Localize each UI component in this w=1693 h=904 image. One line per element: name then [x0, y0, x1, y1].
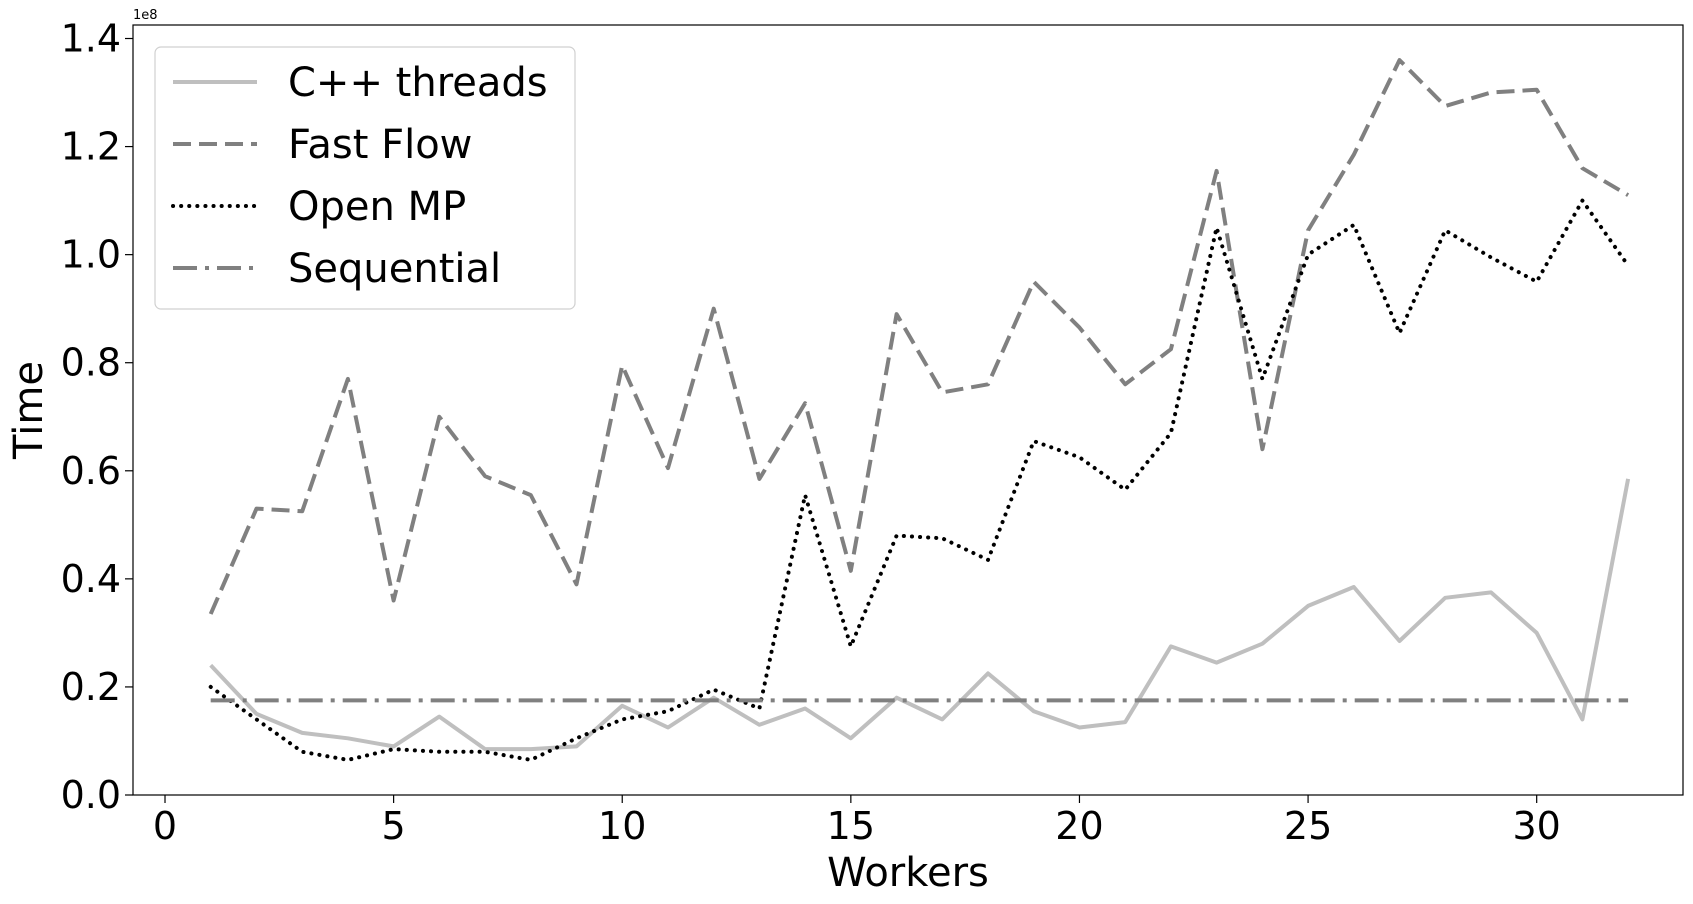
- y-tick-label: 0.6: [61, 449, 121, 493]
- x-tick-label: 5: [382, 804, 406, 848]
- y-tick-label: 1.4: [61, 17, 121, 61]
- x-tick-label: 20: [1055, 804, 1103, 848]
- x-axis: 0 5 10 15 20 25 30: [153, 795, 1561, 848]
- x-tick-label: 0: [153, 804, 177, 848]
- x-tick-label: 10: [598, 804, 646, 848]
- y-tick-label: 0.4: [61, 557, 121, 601]
- x-tick-label: 30: [1513, 804, 1561, 848]
- legend-label-0: C++ threads: [288, 60, 548, 106]
- y-tick-label: 0.0: [61, 773, 121, 817]
- legend-label-3: Sequential: [288, 246, 501, 292]
- legend-box: [154, 46, 576, 310]
- x-axis-label: Workers: [827, 850, 989, 896]
- x-tick-label: 25: [1284, 804, 1332, 848]
- y-axis-label: Time: [6, 361, 52, 460]
- plot-lines: [208, 58, 1631, 762]
- y-axis: 0.0 0.2 0.4 0.6 0.8 1.0 1.2 1.4: [61, 17, 133, 817]
- series-line-2: [208, 198, 1631, 762]
- y-offset-label: 1e8: [133, 8, 158, 23]
- y-tick-label: 1.2: [61, 125, 121, 169]
- y-tick-label: 0.2: [61, 665, 121, 709]
- y-tick-label: 0.8: [61, 341, 121, 385]
- y-tick-label: 1.0: [61, 233, 121, 277]
- x-tick-label: 15: [827, 804, 875, 848]
- series-line-1: [208, 58, 1630, 615]
- plot-frame: [132, 24, 1684, 796]
- legend: C++ threads Fast Flow Open MP Sequential: [154, 46, 576, 310]
- legend-label-2: Open MP: [288, 184, 466, 230]
- series-line-0: [209, 478, 1631, 752]
- legend-label-1: Fast Flow: [288, 122, 472, 168]
